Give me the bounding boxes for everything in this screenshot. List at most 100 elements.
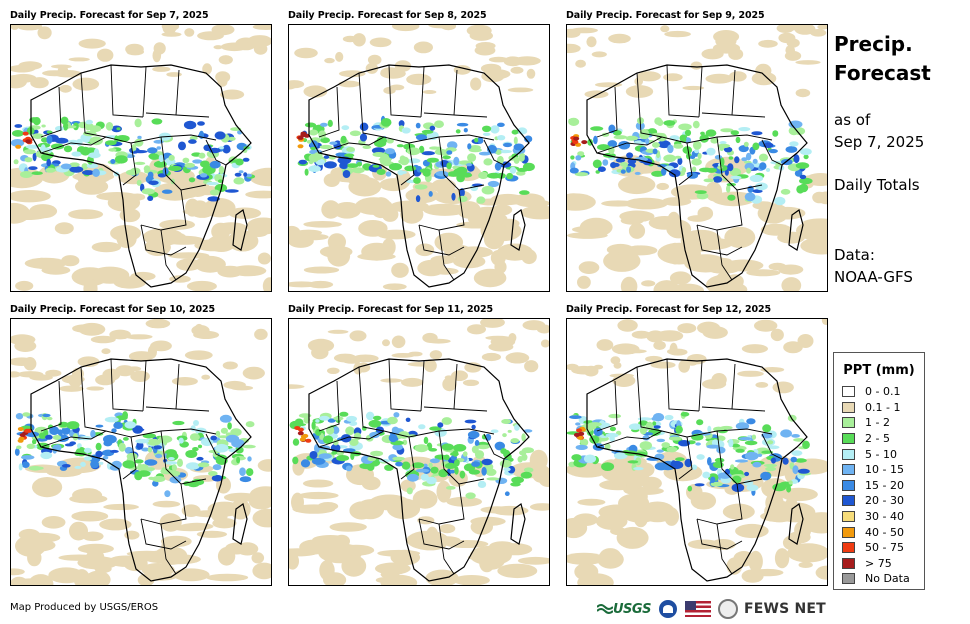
dry-area-patch: [741, 569, 764, 583]
rain-patch: [435, 170, 449, 177]
panel-title: Daily Precip. Forecast for Sep 7, 2025: [10, 10, 209, 21]
dry-area-patch: [152, 66, 171, 72]
rain-patch: [446, 162, 452, 170]
dry-area-patch: [11, 171, 20, 182]
dry-area-patch: [223, 492, 258, 502]
legend-swatch: [842, 464, 855, 476]
rain-patch: [308, 153, 320, 163]
rain-patch: [46, 130, 53, 134]
rain-patch: [415, 134, 428, 141]
rain-patch: [626, 166, 632, 173]
rain-patch: [421, 129, 434, 134]
rain-patch: [691, 464, 698, 470]
country-border: [175, 114, 210, 118]
rain-patch: [613, 135, 628, 140]
rain-patch: [411, 462, 425, 469]
rain-patch: [359, 122, 369, 131]
legend-item: 0 - 0.1: [834, 384, 924, 400]
data-source: Data: NOAA-GFS: [834, 244, 913, 288]
dry-area-patch: [567, 28, 581, 38]
panel-title: Daily Precip. Forecast for Sep 8, 2025: [288, 10, 487, 21]
rain-patch: [155, 453, 163, 459]
dry-area-patch: [567, 193, 583, 203]
rain-patch: [461, 172, 473, 178]
dry-area-patch: [186, 280, 217, 291]
rain-patch: [678, 440, 691, 447]
dry-area-patch: [575, 59, 586, 68]
rain-patch: [699, 167, 713, 173]
rain-patch: [323, 155, 330, 159]
dry-area-patch: [11, 202, 31, 224]
dry-area-patch: [299, 539, 329, 555]
coastline: [788, 503, 804, 545]
rain-patch: [90, 429, 96, 439]
rain-patch: [731, 443, 741, 448]
rain-patch: [793, 154, 800, 164]
rain-patch: [429, 458, 440, 464]
dry-area-patch: [251, 552, 265, 564]
country-border: [145, 363, 180, 410]
dry-area-patch: [436, 480, 452, 503]
rain-patch: [796, 185, 805, 194]
panel-title: Daily Precip. Forecast for Sep 9, 2025: [566, 10, 765, 21]
rain-patch: [738, 127, 751, 132]
country-border: [438, 136, 485, 191]
dry-area-patch: [728, 71, 747, 82]
rain-patch: [441, 443, 454, 451]
rain-patch: [523, 467, 534, 473]
as-of-value: Sep 7, 2025: [834, 133, 925, 151]
rain-patch: [803, 154, 809, 160]
country-border: [418, 189, 465, 231]
rain-patch: [111, 428, 117, 433]
rain-patch: [569, 167, 579, 174]
rain-patch: [468, 469, 481, 475]
dry-area-patch: [349, 330, 367, 342]
coastline: [308, 358, 530, 582]
dry-area-patch: [391, 353, 415, 358]
rain-patch: [703, 178, 715, 183]
dry-area-patch: [99, 518, 132, 531]
rain-patch: [423, 436, 429, 444]
rain-patch: [438, 469, 448, 478]
dry-area-patch: [201, 374, 211, 380]
rain-patch: [734, 156, 740, 164]
rain-patch: [401, 127, 411, 134]
panel-title: Daily Precip. Forecast for Sep 12, 2025: [566, 304, 772, 315]
rain-patch: [421, 151, 435, 156]
rain-patch: [209, 189, 220, 196]
rain-patch: [772, 130, 779, 137]
rain-patch: [116, 127, 121, 131]
rain-patch: [83, 456, 92, 461]
country-border: [388, 64, 422, 118]
country-border: [666, 64, 700, 118]
dry-area-patch: [289, 384, 305, 389]
dry-area-patch: [462, 379, 480, 386]
legend-item: 5 - 10: [834, 446, 924, 462]
africa-map-svg: [567, 319, 827, 585]
rain-patch: [673, 143, 684, 149]
dry-area-patch: [27, 549, 42, 567]
dry-area-patch: [319, 245, 353, 258]
rain-patch: [670, 460, 677, 469]
rain-patch: [40, 451, 53, 460]
rain-patch: [309, 451, 318, 459]
rain-patch: [132, 428, 145, 432]
rain-patch: [61, 426, 71, 435]
country-border: [698, 66, 703, 118]
legend-title: PPT (mm): [843, 363, 915, 378]
dry-area-patch: [103, 503, 139, 511]
heading-line-2: Forecast: [834, 61, 931, 85]
dry-area-patch: [571, 365, 597, 375]
rain-patch: [178, 141, 186, 151]
rain-patch: [575, 444, 588, 450]
heavy-rain-patch: [297, 135, 304, 140]
dry-area-patch: [754, 319, 778, 332]
rain-patch: [171, 464, 177, 472]
dry-area-patch: [480, 319, 505, 328]
rain-patch: [238, 170, 244, 174]
dry-area-patch: [189, 202, 216, 218]
dry-area-patch: [11, 190, 51, 203]
dry-area-patch: [289, 552, 299, 570]
rain-patch: [434, 120, 444, 128]
rain-patch: [46, 158, 51, 167]
